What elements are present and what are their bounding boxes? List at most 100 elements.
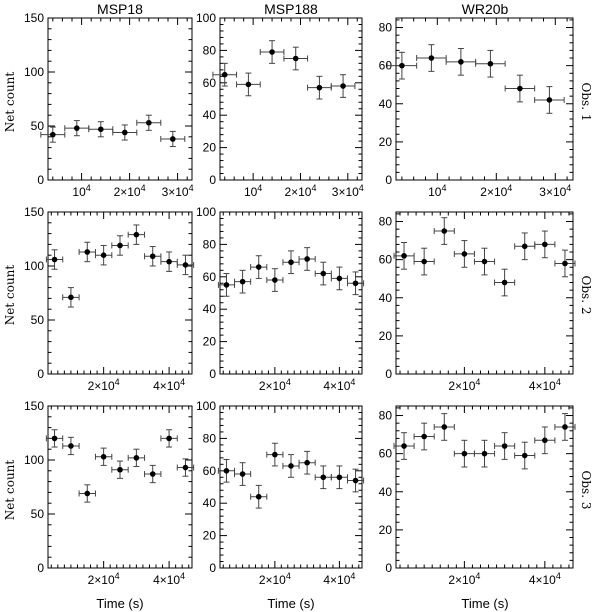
plot-frame [395, 405, 574, 569]
column-title-msp18: MSP18 [97, 1, 143, 17]
data-point [98, 126, 104, 133]
data-point [441, 424, 448, 430]
data-point [223, 282, 230, 288]
x-tick-label: 104 [72, 183, 90, 199]
x-tick-label: 104 [428, 183, 446, 199]
y-tick-label: 80 [203, 237, 217, 251]
data-point [288, 259, 294, 266]
y-tick-label: 0 [209, 367, 216, 381]
data-point [546, 97, 553, 103]
data-point [84, 490, 91, 497]
y-tick-label: 150 [24, 205, 44, 219]
panel-obs-1-wr20b: 0 20 40 60 80 104 2×104 3×104 [379, 17, 574, 199]
panel-obs-2-msp188: 0 20 40 60 80 100 2×104 4×104 [196, 205, 365, 393]
plot-frame [47, 405, 193, 569]
y-tick-label: 20 [203, 529, 217, 543]
data-point [68, 294, 74, 301]
panel-obs-3-wr20b: 0 20 40 60 80 2×104 4×104 [379, 405, 576, 587]
y-tick-label: 60 [379, 447, 393, 461]
y-tick-label: 150 [24, 11, 44, 25]
data-point [316, 84, 323, 91]
data-point [542, 241, 548, 248]
data-point [421, 258, 427, 265]
y-tick-label: 60 [203, 270, 217, 284]
data-point [501, 443, 508, 449]
y-tick-label: 40 [203, 496, 217, 510]
data-point [223, 468, 230, 474]
data-point [166, 258, 172, 265]
x-tick-label: 2×104 [480, 183, 512, 199]
y-tick-label: 100 [24, 65, 44, 79]
y-tick-label: 50 [31, 313, 45, 327]
y-tick-label: 0 [385, 173, 392, 187]
row-label-obs-2: Obs. 2 [579, 276, 593, 315]
x-axis-label-msp18: Time (s) [96, 596, 143, 611]
plot-frame [219, 17, 363, 181]
y-tick-label: 0 [209, 173, 216, 187]
y-tick-label: 100 [24, 259, 44, 273]
data-point [481, 450, 488, 457]
data-point [272, 451, 278, 458]
data-point [51, 435, 58, 442]
y-tick-label: 150 [24, 399, 44, 413]
y-tick-label: 20 [203, 335, 217, 349]
data-point [170, 136, 176, 142]
data-point [336, 474, 343, 481]
data-point [562, 424, 568, 430]
data-point [269, 49, 275, 55]
data-point [133, 455, 140, 461]
x-tick-label: 2×104 [259, 571, 291, 587]
panel-obs-2-wr20b: 0 20 40 60 80 2×104 4×104 [379, 211, 576, 393]
y-tick-label: 40 [379, 485, 393, 499]
data-point [288, 463, 294, 469]
column-title-msp188: MSP188 [264, 1, 318, 17]
y-tick-label: 60 [203, 76, 217, 90]
data-point [304, 256, 310, 262]
y-tick-label: 40 [203, 108, 217, 122]
y-tick-label: 50 [31, 507, 45, 521]
y-tick-label: 80 [203, 43, 217, 57]
data-point [562, 260, 568, 267]
x-tick-label: 4×104 [153, 571, 185, 587]
x-tick-label: 3×104 [539, 183, 571, 199]
panel-obs-1-msp188: 0 20 40 60 80 100 104 2×104 3×104 [196, 11, 364, 199]
plot-frame [219, 211, 363, 375]
x-tick-label: 4×104 [529, 571, 561, 587]
data-point [100, 453, 107, 460]
plot-frame [47, 211, 193, 375]
data-point [133, 231, 140, 238]
x-tick-label: 4×104 [323, 377, 355, 393]
y-tick-label: 20 [379, 329, 393, 343]
y-tick-label: 100 [24, 453, 44, 467]
panel-obs-1-msp18: 0 50 100 150 104 2×104 3×104 [24, 11, 194, 199]
plot-frame [47, 17, 193, 181]
data-point [292, 55, 299, 62]
x-tick-label: 4×104 [529, 377, 561, 393]
row-label-obs-3: Obs. 3 [579, 471, 593, 510]
x-tick-label: 2×104 [88, 377, 120, 393]
data-point [487, 60, 494, 67]
data-point [255, 264, 262, 270]
data-point [239, 471, 246, 477]
plot-frame [219, 405, 363, 569]
y-tick-label: 40 [379, 97, 393, 111]
y-tick-label: 20 [379, 135, 393, 149]
data-point [340, 83, 346, 89]
data-point [146, 119, 152, 126]
x-tick-label: 2×104 [259, 377, 291, 393]
panel-grid: 0 50 100 150 104 2×104 3×104 0 20 40 60 80 100 104 2×1… [24, 11, 576, 587]
data-point [304, 459, 310, 466]
data-point [239, 278, 246, 285]
data-point [401, 253, 407, 259]
y-axis-label-row-3: Net count [3, 460, 17, 521]
x-tick-label: 2×104 [448, 571, 480, 587]
data-point [68, 443, 74, 449]
x-tick-label: 4×104 [153, 377, 185, 393]
data-point [166, 435, 172, 442]
y-axis-label-row-1: Net count [3, 72, 17, 133]
data-point [336, 275, 343, 282]
y-tick-label: 0 [385, 561, 392, 575]
data-point [441, 228, 448, 234]
y-tick-label: 0 [37, 173, 44, 187]
